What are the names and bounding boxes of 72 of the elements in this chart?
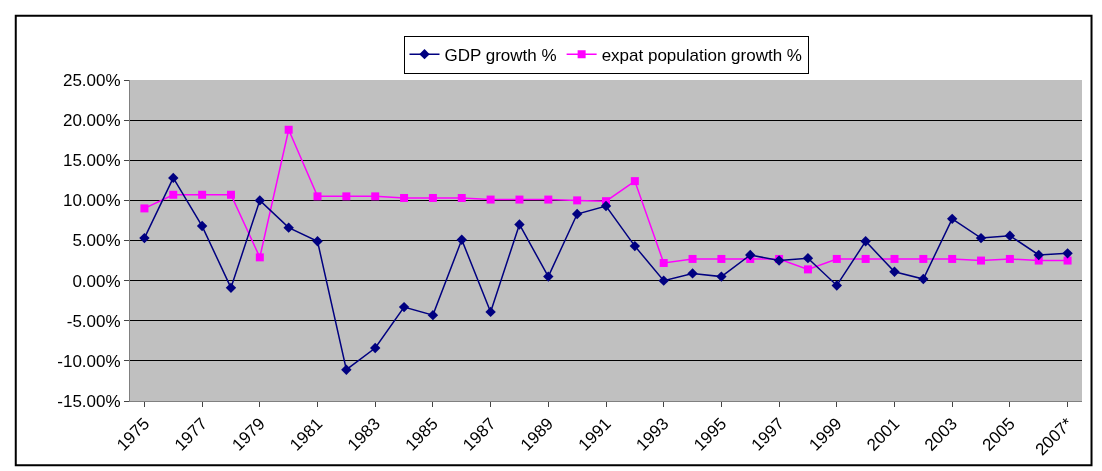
point xyxy=(486,195,495,204)
point xyxy=(803,265,812,274)
point xyxy=(688,254,697,263)
point xyxy=(254,195,266,206)
point xyxy=(861,254,870,263)
point xyxy=(1033,249,1044,261)
point xyxy=(946,213,958,225)
point xyxy=(457,193,466,202)
point xyxy=(832,254,841,263)
point xyxy=(629,240,641,252)
point xyxy=(225,282,237,294)
y-tick-label: -15.00% xyxy=(57,391,121,411)
y-tick-label: 5.00% xyxy=(72,231,121,251)
point xyxy=(284,125,293,134)
point xyxy=(687,268,698,279)
point xyxy=(427,309,439,321)
point xyxy=(139,232,150,244)
point xyxy=(889,266,900,277)
point xyxy=(659,258,668,267)
point xyxy=(1062,248,1073,259)
point xyxy=(919,254,928,263)
point xyxy=(977,256,986,265)
point xyxy=(717,254,726,263)
point xyxy=(975,232,987,244)
point xyxy=(255,253,264,262)
y-tick-label: 20.00% xyxy=(62,111,121,131)
y-tick-label: 0.00% xyxy=(72,271,121,291)
point xyxy=(948,254,957,263)
point xyxy=(169,190,178,199)
point xyxy=(600,200,612,212)
point xyxy=(341,364,352,375)
point xyxy=(515,195,524,204)
point xyxy=(398,301,410,313)
point xyxy=(890,254,899,263)
point xyxy=(571,208,583,220)
point xyxy=(342,192,351,201)
y-tick-label: -10.00% xyxy=(57,351,121,371)
point xyxy=(140,204,149,213)
point xyxy=(168,172,179,184)
point xyxy=(860,236,871,247)
point xyxy=(745,249,756,261)
point xyxy=(312,236,323,247)
point xyxy=(573,196,582,205)
point xyxy=(485,306,496,318)
point xyxy=(658,275,669,286)
point xyxy=(716,271,727,282)
point xyxy=(1004,230,1016,241)
point xyxy=(544,195,553,204)
point xyxy=(283,222,294,233)
point xyxy=(428,193,437,202)
point xyxy=(313,192,322,201)
point xyxy=(514,219,525,230)
point xyxy=(371,192,380,201)
y-tick-label: 25.00% xyxy=(62,70,121,90)
point xyxy=(400,193,409,202)
point xyxy=(198,190,207,199)
point xyxy=(1005,254,1014,263)
point xyxy=(1063,256,1072,265)
point xyxy=(543,271,554,282)
point xyxy=(630,177,639,186)
legend-label: GDP growth % xyxy=(444,45,557,65)
legend-label: expat population growth % xyxy=(601,45,802,65)
point xyxy=(226,190,235,199)
point xyxy=(802,252,814,264)
point xyxy=(918,273,929,285)
point xyxy=(196,220,208,232)
y-tick-label: -5.00% xyxy=(66,311,121,331)
point xyxy=(831,280,842,291)
point xyxy=(370,342,381,354)
y-tick-label: 15.00% xyxy=(62,151,121,171)
point xyxy=(456,234,467,245)
y-tick-label: 10.00% xyxy=(62,191,121,211)
